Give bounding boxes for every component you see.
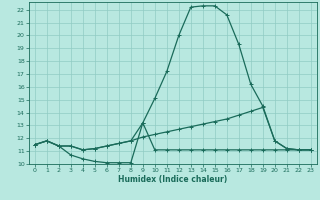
X-axis label: Humidex (Indice chaleur): Humidex (Indice chaleur) (118, 175, 228, 184)
